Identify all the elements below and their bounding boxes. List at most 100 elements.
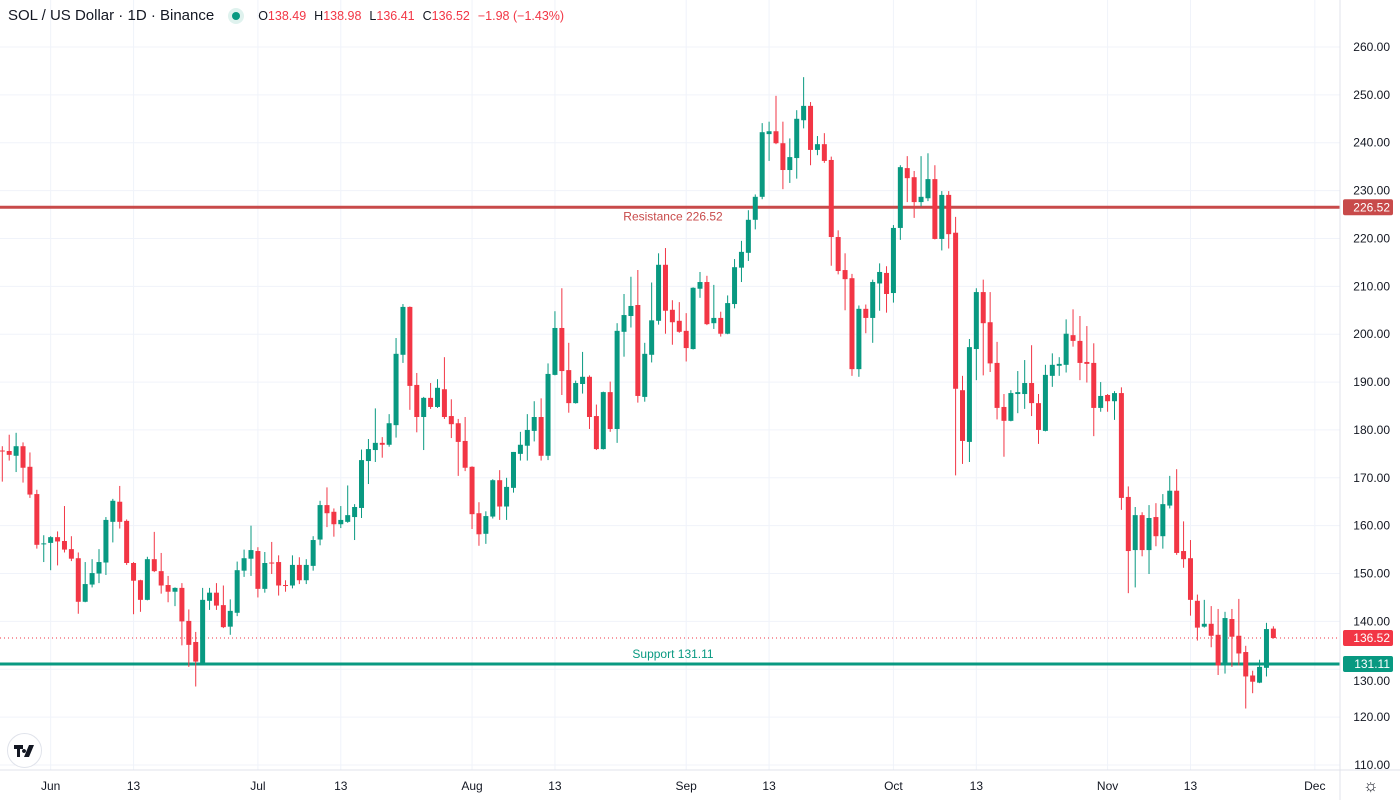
candle bbox=[1063, 319, 1069, 373]
candle-body bbox=[13, 446, 19, 456]
y-tick-label: 190.00 bbox=[1353, 375, 1390, 389]
candle-body bbox=[1257, 666, 1263, 683]
time-axis[interactable]: Jun 13 Jul 13 Aug 13 Sep 13 Oct 13 Nov 13 Dec bbox=[41, 779, 1326, 793]
candle bbox=[234, 561, 240, 617]
candle-body bbox=[801, 105, 807, 121]
candle bbox=[835, 230, 841, 275]
candle-body bbox=[1181, 551, 1187, 560]
candle-body bbox=[234, 570, 240, 613]
candle-body bbox=[372, 442, 378, 451]
candle bbox=[711, 284, 717, 329]
candle bbox=[1056, 357, 1062, 376]
candle bbox=[642, 342, 648, 402]
candle-body bbox=[504, 486, 510, 507]
candle-body bbox=[269, 562, 275, 564]
candle-body bbox=[814, 144, 820, 150]
candle bbox=[946, 191, 952, 249]
candle-body bbox=[614, 330, 620, 429]
resistance-label: Resistance 226.52 bbox=[623, 209, 723, 223]
market-status-icon[interactable] bbox=[228, 7, 245, 24]
x-tick-label: 13 bbox=[762, 779, 776, 793]
candle-body bbox=[980, 292, 986, 324]
y-tick-label: 240.00 bbox=[1353, 136, 1390, 150]
candle bbox=[448, 399, 454, 439]
candle-body bbox=[738, 251, 744, 268]
candle-body bbox=[884, 272, 890, 294]
candle bbox=[828, 156, 834, 266]
candle bbox=[421, 396, 427, 451]
y-tick-label: 200.00 bbox=[1353, 327, 1390, 341]
candle bbox=[89, 559, 95, 588]
candle-body bbox=[490, 480, 496, 517]
candle-body bbox=[1056, 363, 1062, 366]
candle bbox=[117, 485, 123, 529]
candle-body bbox=[531, 417, 537, 431]
candle bbox=[227, 599, 233, 635]
candle-body bbox=[1098, 395, 1104, 408]
candle-body bbox=[773, 131, 779, 144]
tradingview-logo-icon[interactable] bbox=[7, 733, 42, 768]
candle bbox=[780, 121, 786, 190]
candle-body bbox=[1153, 517, 1159, 537]
candle-body bbox=[1229, 619, 1235, 637]
candle bbox=[55, 531, 61, 566]
candle bbox=[794, 110, 800, 179]
price-axis[interactable]: 110.00 120.00 130.00 140.00 150.00 160.00 170.… bbox=[1353, 40, 1390, 772]
candle bbox=[586, 375, 592, 429]
candle bbox=[345, 485, 351, 523]
candle bbox=[669, 300, 675, 345]
candle bbox=[890, 225, 896, 303]
candle bbox=[393, 338, 399, 438]
candle bbox=[462, 417, 468, 472]
candle-body bbox=[1263, 629, 1269, 668]
candle bbox=[552, 311, 558, 376]
candle bbox=[1077, 316, 1083, 381]
candle-body bbox=[538, 417, 544, 456]
candle bbox=[483, 511, 489, 544]
candle-body bbox=[497, 480, 503, 507]
settings-gear-icon[interactable]: ☼ bbox=[1363, 776, 1379, 795]
candle bbox=[296, 557, 302, 585]
candle bbox=[683, 313, 689, 362]
candle bbox=[1167, 475, 1173, 509]
candle-body bbox=[193, 641, 199, 662]
support-badge bbox=[1343, 655, 1393, 672]
candle-body bbox=[483, 516, 489, 534]
candle bbox=[1174, 469, 1180, 555]
candle-body bbox=[1270, 628, 1276, 639]
candle bbox=[262, 551, 268, 593]
candle bbox=[1008, 390, 1014, 422]
candle-body bbox=[55, 537, 61, 542]
candle-body bbox=[110, 500, 116, 522]
symbol-title[interactable]: SOL / US Dollar · 1D · Binance bbox=[8, 7, 215, 24]
candle-body bbox=[20, 446, 26, 468]
candle bbox=[386, 414, 392, 447]
chart-legend: SOL / US Dollar · 1D · Binance O138.49 H… bbox=[8, 7, 564, 24]
candle-body bbox=[517, 444, 523, 454]
y-tick-label: 170.00 bbox=[1353, 471, 1390, 485]
y-tick-label: 220.00 bbox=[1353, 231, 1390, 245]
candle-body bbox=[787, 157, 793, 171]
candle bbox=[220, 585, 226, 629]
candle bbox=[994, 341, 1000, 420]
candle-body bbox=[586, 376, 592, 418]
candle-body bbox=[580, 376, 586, 384]
candle-body bbox=[61, 540, 67, 550]
candle bbox=[124, 519, 130, 565]
candle bbox=[207, 587, 213, 610]
x-tick-label: 13 bbox=[334, 779, 348, 793]
candle bbox=[172, 587, 178, 607]
candle bbox=[179, 583, 185, 646]
candle bbox=[324, 487, 330, 528]
candle-body bbox=[179, 587, 185, 622]
candle-body bbox=[849, 278, 855, 370]
x-tick-label: Jul bbox=[250, 779, 265, 793]
y-tick-label: 180.00 bbox=[1353, 423, 1390, 437]
candle-body bbox=[842, 270, 848, 280]
candle-body bbox=[621, 315, 627, 332]
candle bbox=[752, 194, 758, 230]
candle-body bbox=[262, 563, 268, 589]
y-tick-label: 150.00 bbox=[1353, 567, 1390, 581]
candle-body bbox=[1146, 518, 1152, 551]
